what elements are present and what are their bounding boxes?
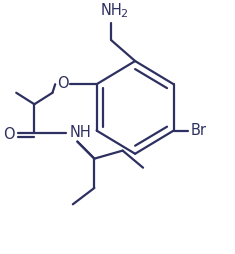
Text: NH: NH	[70, 125, 91, 140]
Text: O: O	[3, 128, 14, 142]
Text: O: O	[57, 76, 68, 91]
Text: Br: Br	[190, 123, 206, 138]
Text: 2: 2	[120, 9, 127, 19]
Text: NH: NH	[101, 3, 122, 18]
